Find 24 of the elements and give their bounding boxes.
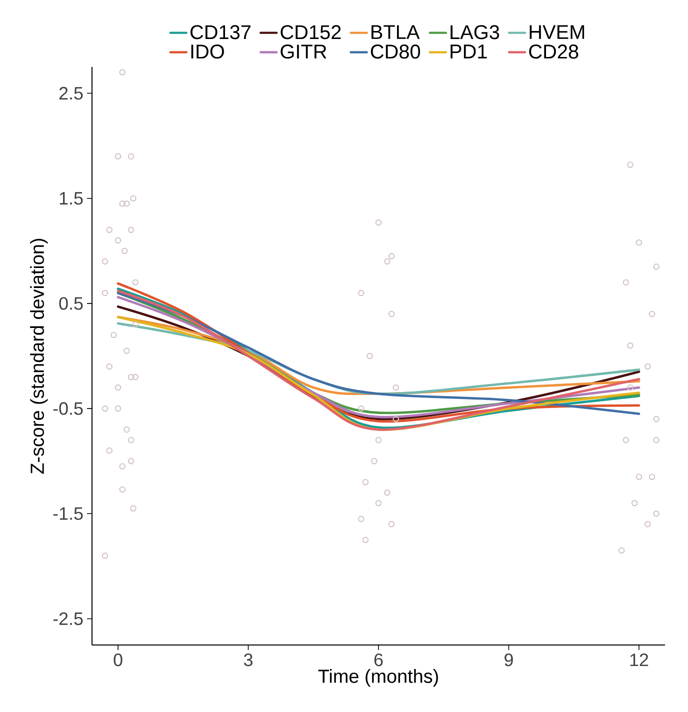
legend-label: CD80 <box>370 44 420 59</box>
y-axis-title: Z-score (standard deviation) <box>30 238 48 474</box>
y-tick-label: -1.5 <box>53 507 83 520</box>
x-tick-label: 6 <box>374 654 383 666</box>
legend-label: CD152 <box>280 25 341 40</box>
legend-label: BTLA <box>372 25 420 39</box>
legend-label: IDO <box>191 44 224 59</box>
x-tick-label: 9 <box>504 654 513 666</box>
x-axis-title: Time (months) <box>318 669 438 687</box>
legend-label: HVEM <box>530 25 584 39</box>
line-series <box>116 316 640 431</box>
y-tick-label: -0.5 <box>53 402 83 415</box>
y-tick-label: 1.5 <box>60 192 83 205</box>
x-tick-label: 3 <box>244 654 252 666</box>
legend-label: PD1 <box>450 44 487 58</box>
y-tick-label: 0.5 <box>59 297 83 310</box>
y-tick-label: 2.5 <box>59 86 83 100</box>
legend-label: CD137 <box>190 25 250 40</box>
legend-label: CD28 <box>529 44 578 59</box>
y-tick-label: -2.5 <box>53 612 83 626</box>
x-tick-label: 12 <box>630 654 648 666</box>
legend-label: LAG3 <box>450 25 500 40</box>
x-tick-label: 0 <box>114 654 122 666</box>
legend-label: GITR <box>280 44 326 59</box>
